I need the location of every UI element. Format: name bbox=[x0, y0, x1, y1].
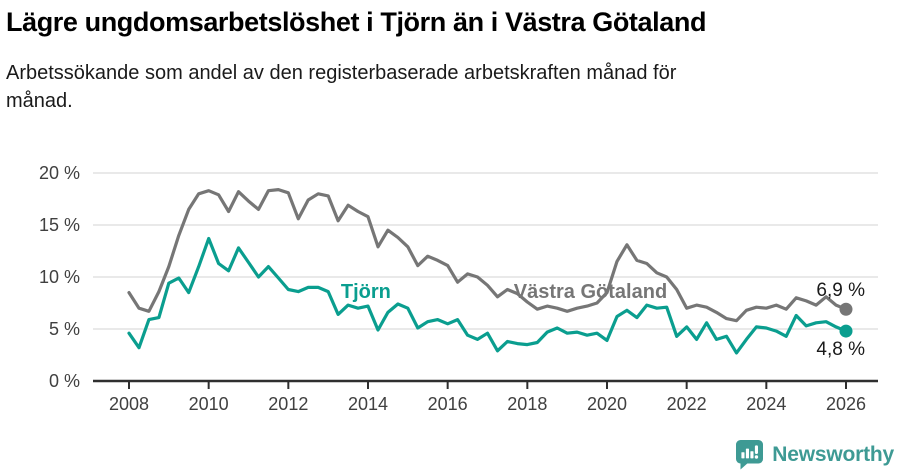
tjorn-end-value-label: 4,8 % bbox=[816, 339, 865, 360]
x-axis-label: 2020 bbox=[587, 394, 627, 414]
newsworthy-logo: Newsworthy bbox=[735, 439, 894, 470]
x-axis-label: 2014 bbox=[348, 394, 388, 414]
chart-subtitle-line1: Arbetssökande som andel av den registerb… bbox=[6, 62, 677, 85]
vastra-gotaland-line bbox=[127, 188, 848, 323]
chart-title: Lägre ungdomsarbetslöshet i Tjörn än i V… bbox=[6, 7, 707, 37]
y-axis-label: 20 % bbox=[39, 163, 80, 183]
y-axis-label: 0 % bbox=[49, 371, 80, 391]
vastra-gotaland-series-label: Västra Götaland bbox=[514, 281, 667, 303]
x-axis-label: 2016 bbox=[428, 394, 468, 414]
vastra-gotaland-end-dot bbox=[839, 302, 853, 316]
newsworthy-bubble-icon bbox=[736, 440, 764, 470]
x-axis-label: 2018 bbox=[507, 394, 547, 414]
y-axis-label: 10 % bbox=[39, 267, 80, 287]
x-axis-label: 2024 bbox=[746, 394, 786, 414]
chart-subtitle-line2: månad. bbox=[6, 90, 73, 113]
y-axis-label: 5 % bbox=[49, 319, 80, 339]
vastra-gotaland-end-value-label: 6,9 % bbox=[816, 280, 865, 301]
newsworthy-logo-text: Newsworthy bbox=[772, 442, 894, 466]
x-axis-label: 2012 bbox=[268, 394, 308, 414]
chart-header: Lägre ungdomsarbetslöshet i Tjörn än i V… bbox=[6, 6, 870, 115]
tjorn-line bbox=[127, 236, 848, 355]
x-axis-label: 2008 bbox=[109, 394, 149, 414]
tjorn-end-dot bbox=[839, 324, 853, 338]
chart-subtitle: Arbetssökande som andel av den registerb… bbox=[6, 59, 870, 115]
tjorn-series-label: Tjörn bbox=[341, 281, 391, 303]
x-axis-label: 2022 bbox=[667, 394, 707, 414]
x-axis-label: 2010 bbox=[189, 394, 229, 414]
y-axis-label: 15 % bbox=[39, 215, 80, 235]
x-axis-label: 2026 bbox=[826, 394, 866, 414]
